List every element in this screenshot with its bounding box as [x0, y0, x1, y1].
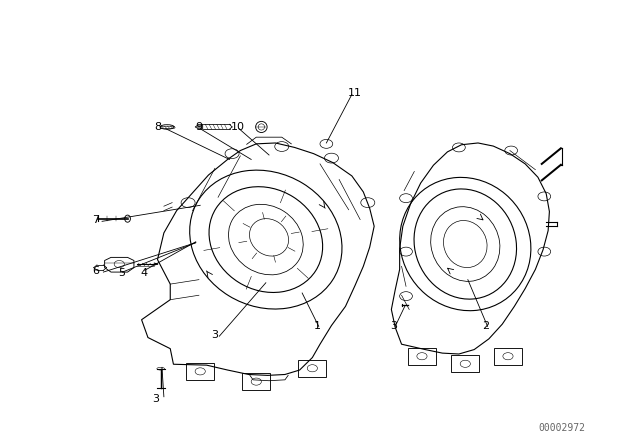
Text: 5: 5	[118, 268, 125, 278]
Text: 4: 4	[140, 268, 147, 278]
Text: 9: 9	[196, 122, 203, 132]
Text: 11: 11	[348, 88, 362, 98]
Text: 2: 2	[483, 320, 490, 331]
Text: 3: 3	[152, 393, 159, 404]
Text: 3: 3	[212, 330, 219, 340]
Text: 3: 3	[390, 320, 397, 331]
Text: 00002972: 00002972	[539, 423, 586, 433]
Text: 6: 6	[93, 266, 99, 276]
Text: 7: 7	[93, 215, 100, 224]
Text: 1: 1	[314, 320, 321, 331]
Polygon shape	[195, 124, 203, 129]
Text: 10: 10	[231, 122, 244, 132]
Text: 8: 8	[154, 122, 161, 132]
